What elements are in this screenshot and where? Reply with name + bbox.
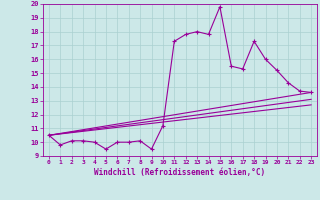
X-axis label: Windchill (Refroidissement éolien,°C): Windchill (Refroidissement éolien,°C) (94, 168, 266, 177)
